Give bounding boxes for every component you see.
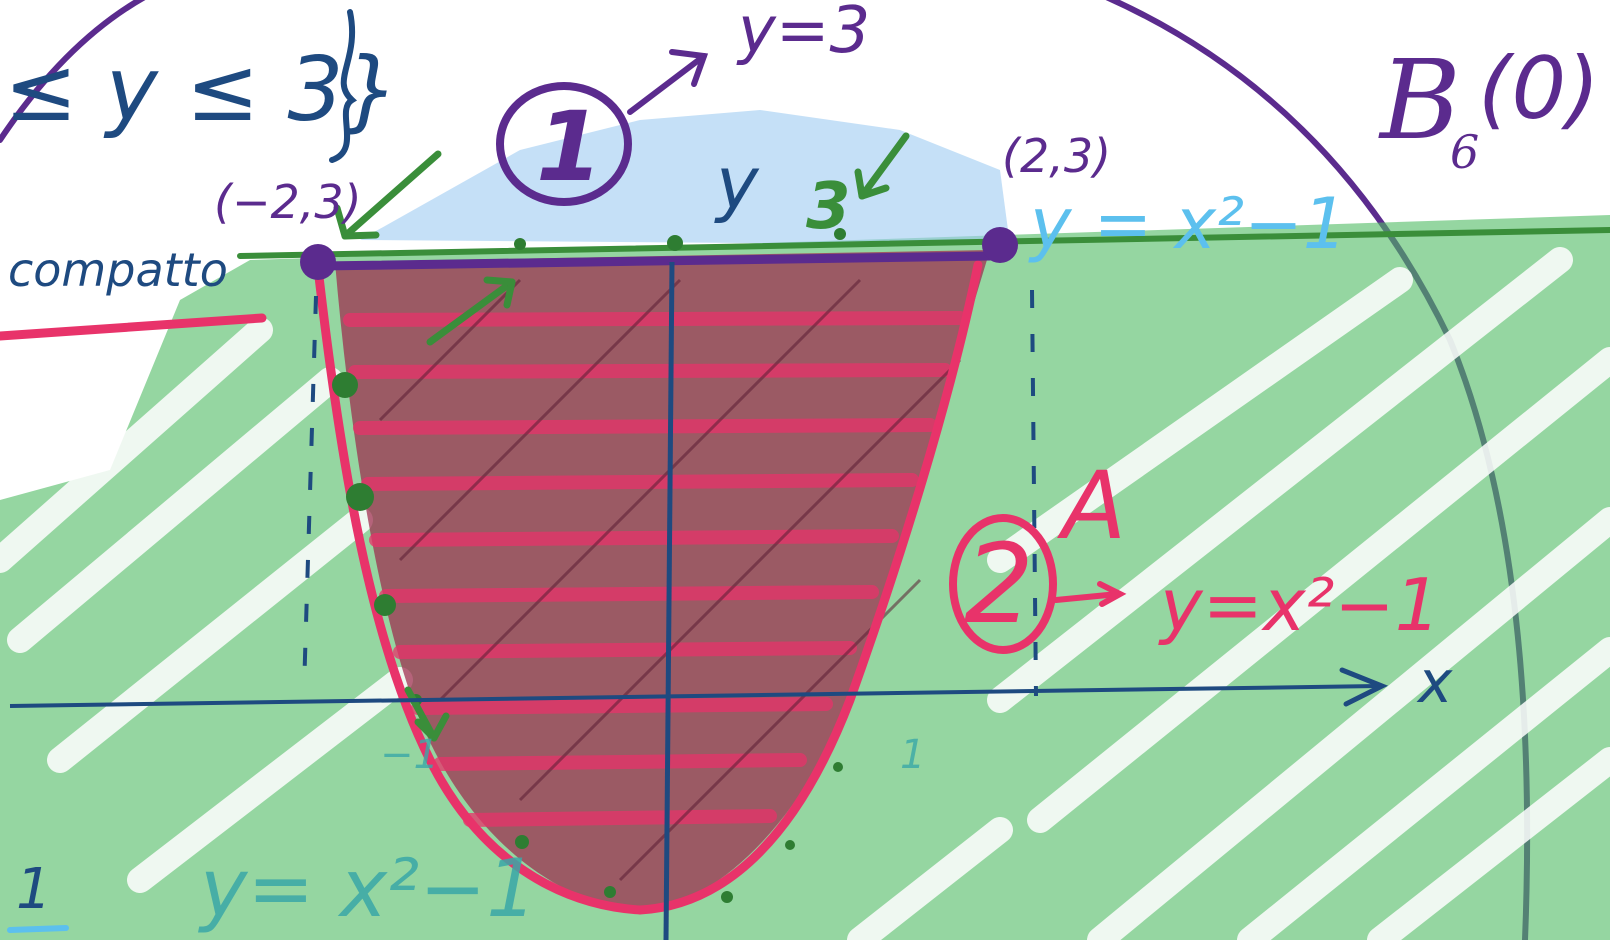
arrow-to-curve <box>1053 581 1127 607</box>
x-axis <box>9 684 1379 708</box>
region-A-dark-hatch <box>378 278 962 882</box>
point-left-dot <box>300 244 336 280</box>
tick-1-label: 1 <box>900 732 925 778</box>
y-eq-3-label: y=3 <box>736 0 870 68</box>
ball-label: B <box>1378 36 1461 164</box>
compatto-label: compatto <box>8 243 228 297</box>
parabola-boundary <box>313 260 983 915</box>
point-left-label: (−2,3) <box>214 175 362 229</box>
x-axis-label: x <box>1416 648 1453 716</box>
arrow-to-y3 <box>627 49 709 115</box>
corner-1-label: 1 <box>16 857 52 922</box>
line-y-3 <box>237 227 1610 259</box>
blue-shaded-region <box>360 110 1010 245</box>
green-arrows <box>333 132 910 742</box>
x-axis-arrowhead <box>1339 667 1389 707</box>
point-right-label: (2,3) <box>1002 129 1111 183</box>
pink-dash-left <box>0 313 267 341</box>
set-brace <box>329 9 358 163</box>
region-A-label: A <box>1057 452 1126 561</box>
top-segment <box>315 251 995 271</box>
corner-underline <box>7 925 69 933</box>
ball-argument: (0) <box>1478 39 1600 139</box>
mid-y-label: y <box>714 141 760 225</box>
curve-label-bottom: y= x²−1 <box>198 842 537 935</box>
point-right-dot <box>982 227 1018 263</box>
green-hatch-gaps <box>0 247 1610 940</box>
green-dots <box>332 228 846 903</box>
curve-label-right: y=x²−1 <box>1158 563 1441 647</box>
y-axis <box>663 261 675 940</box>
mid-3-label: 3 <box>806 170 851 244</box>
circle-2-ring <box>949 514 1057 654</box>
ball-subscript: 6 <box>1450 125 1479 179</box>
region-A-hatch <box>343 311 967 827</box>
circle-1-ring <box>496 82 632 206</box>
curve-label-top: y = x²−1 <box>1028 183 1347 265</box>
circle-2-number: 2 <box>964 520 1034 648</box>
circle-1-number: 1 <box>536 91 603 203</box>
set-fragment-label: ≤ y ≤ 3} <box>4 38 399 141</box>
tick-neg1-label: −1 <box>380 732 439 778</box>
